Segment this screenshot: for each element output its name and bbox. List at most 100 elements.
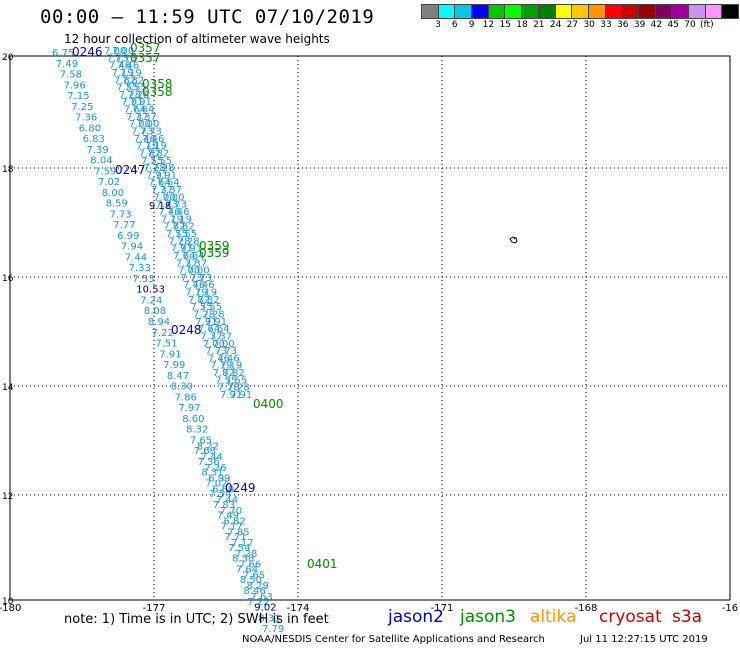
wave-height-value: 7.91 <box>159 349 181 360</box>
legend-tick-label: 42 <box>650 20 663 30</box>
dense-track-mark: 7.46 <box>217 353 239 364</box>
lat-tick-label: 18 <box>2 165 14 175</box>
dense-track-mark: 7.19 <box>161 214 183 225</box>
dense-track-mark: 7.00 <box>162 192 184 203</box>
map-subtitle: 12 hour collection of altimeter wave hei… <box>64 32 330 46</box>
wave-height-value: 7.36 <box>75 113 97 124</box>
dense-track-mark: 7.19 <box>185 288 207 299</box>
dense-track-mark: 7.73 <box>156 200 178 211</box>
dense-track-mark: 7.55 <box>190 302 212 313</box>
island-marker <box>509 236 518 244</box>
pass-number-label: 0248 <box>171 323 202 337</box>
legend-tick-label: 9 <box>468 20 475 30</box>
dense-track-mark: 7.37 <box>160 185 182 196</box>
timestamp-text: Jul 11 12:27:15 UTC 2019 <box>580 634 708 645</box>
lon-tick-label: -16 <box>722 603 738 614</box>
satellite-legend-cryosat: cryosat <box>599 607 662 627</box>
wave-height-value: 7.70 <box>220 506 242 517</box>
wave-height-value: 9.02 <box>254 603 276 614</box>
dense-track-mark: 7.00 <box>137 119 159 130</box>
dense-track-mark: 7.64 <box>182 251 204 262</box>
wave-height-value: 7.77 <box>113 220 135 231</box>
wave-height-value: 7.71 <box>224 532 246 543</box>
dense-track-mark: 7.28 <box>127 90 149 101</box>
dense-track-mark: 7.91 <box>146 170 168 181</box>
dense-track-mark: 7.73 <box>115 53 137 64</box>
wave-height-value: 6.99 <box>208 474 230 485</box>
dense-track-mark: 7.37 <box>200 331 222 342</box>
wave-height-value: 8.31 <box>258 613 280 624</box>
axis-labels: -180 -177 -174 -171 -168 -16 20 18 16 14 12 10 <box>0 53 738 614</box>
dense-track-mark: 7.55 <box>166 229 188 240</box>
dense-track-mark: 7.64 <box>207 324 229 335</box>
lat-tick-label: 12 <box>2 492 13 502</box>
wave-height-value: 7.02 <box>205 478 227 489</box>
dense-track-mark: 7.00 <box>153 192 175 203</box>
satellite-legend-jason2: jason2 <box>388 607 444 627</box>
lon-tick-label: -171 <box>431 603 454 614</box>
dense-track-mark: 7.82 <box>122 75 144 86</box>
pass-number-label: 0357 <box>130 51 161 65</box>
wave-height-value: 7.28 <box>235 549 257 560</box>
lat-tick-label: 20 <box>2 53 14 63</box>
wave-height-value: 7.22 <box>247 597 269 608</box>
lon-tick-label: -174 <box>287 603 310 614</box>
dense-tracks: 7.007.737.467.197.827.557.287.917.647.37… <box>104 46 252 401</box>
dense-track-mark: 7.00 <box>112 46 134 57</box>
dense-track-mark: 7.46 <box>117 61 139 72</box>
dense-track-mark: 7.19 <box>220 361 242 372</box>
dense-track-mark: 7.28 <box>168 236 190 247</box>
wave-height-value: 8.94 <box>148 317 170 328</box>
wave-height-value: 7.59 <box>94 166 116 177</box>
dense-track-mark: 7.55 <box>200 302 222 313</box>
wave-height-value: 7.25 <box>71 102 93 113</box>
wave-height-value: 7.44 <box>125 252 147 263</box>
dense-track-mark: 7.91 <box>205 317 227 328</box>
legend-tick-label: 12 <box>482 20 495 30</box>
dense-track-mark: 7.46 <box>208 353 230 364</box>
wave-height-value: 7.85 <box>227 527 249 538</box>
legend-tick-label: 70 <box>684 20 696 30</box>
dense-track-mark: 7.73 <box>165 200 187 211</box>
wave-height-value: 7.22 <box>152 328 174 339</box>
dense-track-mark: 7.91 <box>230 390 252 401</box>
dense-track-mark: 7.46 <box>134 134 156 145</box>
pass-number-label: 0358 <box>142 85 173 99</box>
wave-height-value: 7.65 <box>190 435 212 446</box>
dense-track-mark: 7.64 <box>173 251 195 262</box>
wave-height-value: 8.50 <box>240 575 262 586</box>
wave-height-value: 7.79 <box>262 624 284 635</box>
legend-tick-label: 39 <box>633 20 646 30</box>
wave-height-value: 7.39 <box>87 145 109 156</box>
dense-track-mark: 7.82 <box>114 75 136 86</box>
dense-track-mark: 7.91 <box>180 244 202 255</box>
dense-track-mark: 7.82 <box>223 368 245 379</box>
wave-height-value: 7.53 <box>132 274 154 285</box>
wave-height-value: 7.49 <box>217 511 239 522</box>
wave-height-value: 8.59 <box>106 199 128 210</box>
lat-tick-label: 14 <box>2 383 14 393</box>
legend-tick-label: (ft) <box>700 20 714 30</box>
dense-track-mark: 7.46 <box>192 280 214 291</box>
dense-track-mark: 7.55 <box>215 375 237 386</box>
dense-track-mark: 7.55 <box>116 83 138 94</box>
dense-track-mark: 7.64 <box>198 324 220 335</box>
wave-height-value: 10.53 <box>136 285 165 296</box>
dense-track-mark: 7.55 <box>125 83 147 94</box>
dense-track-mark: 7.37 <box>210 331 232 342</box>
dense-track-mark: 7.00 <box>187 266 209 277</box>
dense-track-mark: 7.91 <box>195 317 217 328</box>
dense-track-mark: 7.82 <box>172 222 194 233</box>
legend-tick-label: 18 <box>516 20 528 30</box>
lon-tick-label: -177 <box>143 603 166 614</box>
dense-track-mark: 7.73 <box>140 127 162 138</box>
pass-number-label: 0249 <box>225 481 256 495</box>
wave-height-value: 7.86 <box>175 392 197 403</box>
map-title: 00:00 – 11:59 UTC 07/10/2019 <box>40 6 375 28</box>
dense-track-mark: 7.37 <box>135 112 157 123</box>
dense-track-mark: 7.73 <box>181 273 203 284</box>
wave-height-value: 8.04 <box>90 156 112 167</box>
dense-track-mark: 7.91 <box>171 244 193 255</box>
legend-ticks: 3 6 9 12 15 18 21 24 27 30 33 36 39 42 45 70 (ft) <box>421 19 738 31</box>
